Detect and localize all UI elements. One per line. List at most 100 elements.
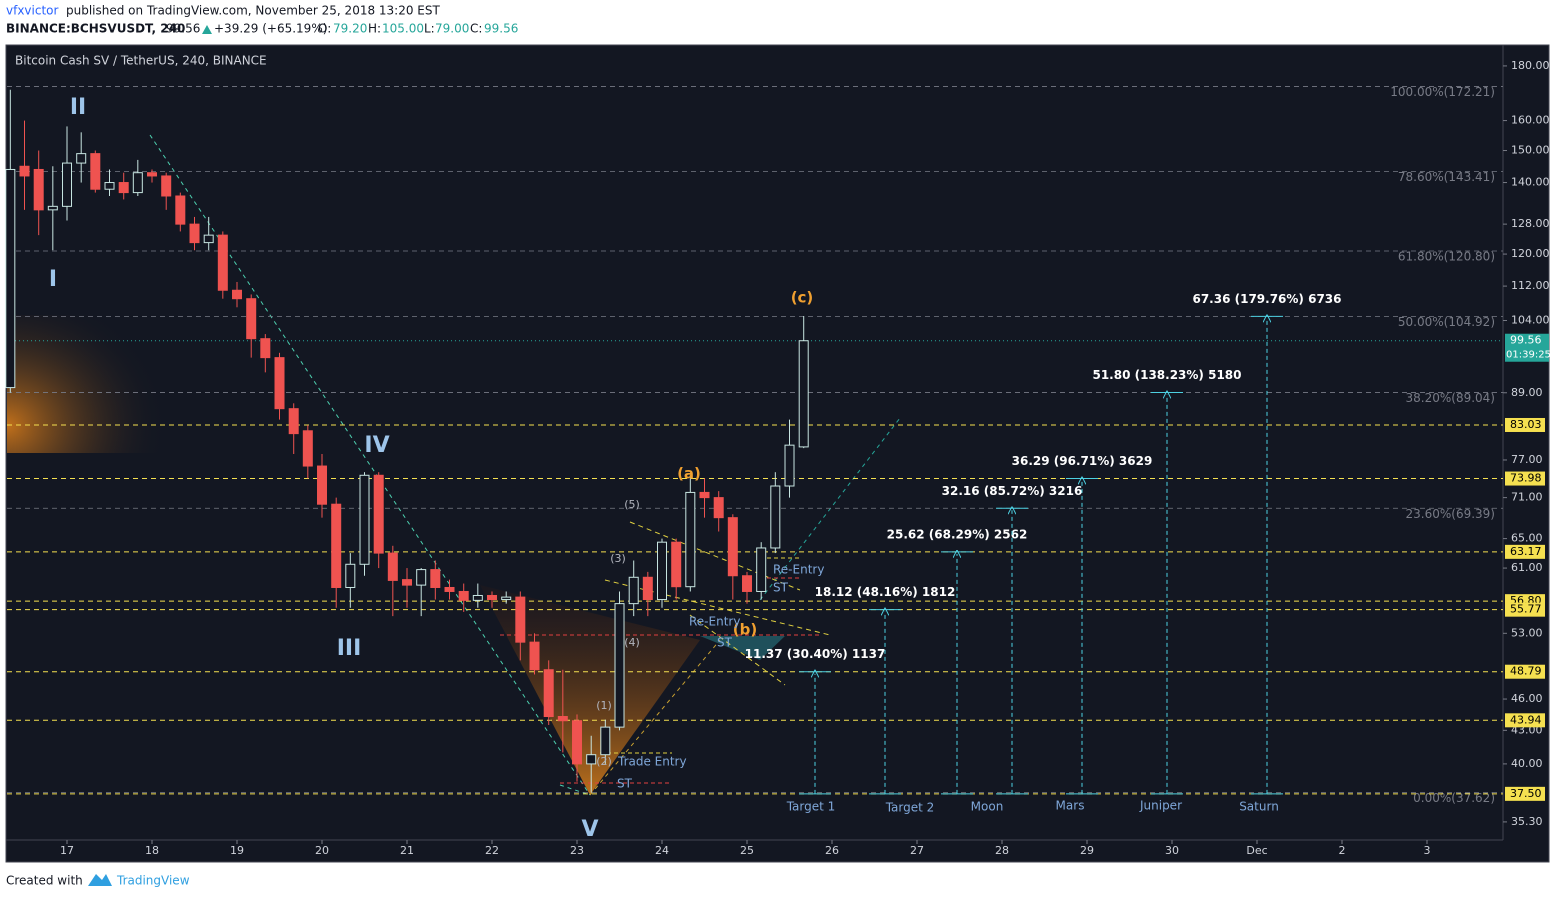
y-tick-label: 140.00: [1511, 176, 1550, 189]
wave-label: III: [337, 636, 362, 661]
candle-body: [600, 726, 611, 756]
candle-body: [19, 165, 30, 177]
subwave-label: (5): [624, 498, 640, 511]
y-tick-label: 65.00: [1511, 532, 1543, 545]
logo: [88, 874, 112, 886]
x-tick-label: 2: [1339, 844, 1346, 857]
candle-body: [359, 474, 370, 565]
y-tick-label: 53.00: [1511, 626, 1543, 639]
subwave-label: (3): [610, 552, 626, 565]
high: 105.00: [382, 22, 424, 36]
candle-body: [430, 569, 441, 588]
note: Trade Entry: [617, 755, 687, 769]
level-label: 73.98: [1510, 472, 1542, 485]
candle-body: [274, 357, 285, 410]
target-name: Moon: [971, 800, 1004, 814]
x-tick-label: 28: [995, 844, 1009, 857]
channel-line: [629, 521, 801, 591]
open-label: O:: [318, 22, 331, 36]
y-tick-label: 120.00: [1511, 247, 1550, 260]
candle-body: [713, 497, 724, 519]
candles-layer: [5, 89, 809, 793]
level-label: 48.79: [1510, 665, 1542, 678]
candle-body: [572, 720, 583, 765]
x-tick-label: 22: [485, 844, 499, 857]
last-price-box: [1505, 333, 1549, 362]
x-tick-label: Dec: [1246, 844, 1267, 857]
candle-body: [416, 569, 427, 586]
candle-body: [642, 576, 653, 601]
footer-brand[interactable]: TradingView: [116, 874, 190, 888]
footer-bg: [0, 863, 1555, 899]
candle-body: [770, 485, 781, 549]
x-tick-label: 20: [315, 844, 329, 857]
wave-label: V: [581, 817, 598, 842]
target-label: 18.12 (48.16%) 1812: [815, 585, 956, 599]
level-box: [1505, 664, 1545, 679]
x-tick-label: 26: [825, 844, 839, 857]
trend-line: [559, 784, 591, 796]
candle-body: [685, 491, 696, 588]
y-tick-label: 89.00: [1511, 386, 1543, 399]
candle-body: [5, 168, 16, 389]
level-box: [1505, 417, 1545, 432]
fib-label: 50.00%(104.92): [1398, 315, 1495, 329]
fib-label: 100.00%(172.21): [1390, 85, 1495, 99]
candle-body: [387, 552, 398, 581]
target-label: 32.16 (85.72%) 3216: [942, 484, 1083, 498]
candle-body: [756, 547, 767, 592]
target-name: Saturn: [1239, 800, 1279, 814]
channel-line: [604, 579, 831, 636]
y-tick-label: 180.00: [1511, 59, 1550, 72]
candle-body: [260, 338, 271, 359]
target-label: 67.36 (179.76%) 6736: [1192, 292, 1341, 306]
candle-body: [90, 153, 101, 190]
candle-body: [232, 289, 243, 300]
candle-body: [246, 298, 257, 340]
author[interactable]: vfxvictor: [6, 4, 59, 18]
target-name: Target 2: [885, 801, 935, 815]
candle-body: [104, 182, 115, 190]
x-tick-label: 21: [400, 844, 414, 857]
candle-body: [317, 465, 328, 505]
low: 79.00: [435, 22, 469, 36]
wave-label: (a): [677, 465, 701, 483]
candle-body: [62, 162, 73, 207]
x-tick-label: 3: [1424, 844, 1431, 857]
candle-body: [458, 590, 469, 601]
target-label: 36.29 (96.71%) 3629: [1012, 454, 1153, 468]
level-box: [1505, 713, 1545, 728]
published: published on TradingView.com, November 2…: [66, 4, 441, 18]
wave-label: (c): [791, 289, 814, 307]
candle-body: [699, 491, 710, 499]
change: +39.29 (+65.19%): [214, 22, 327, 36]
candle-body: [742, 575, 753, 592]
subwave-label: (4): [624, 636, 640, 649]
target-name: Target 1: [786, 800, 836, 814]
level-box: [1505, 471, 1545, 486]
candle-body: [47, 205, 58, 211]
candle-body: [501, 596, 512, 601]
level-label: 63.17: [1510, 545, 1542, 558]
wave-label: (b): [733, 621, 757, 639]
candle-body: [614, 603, 625, 728]
candle-body: [175, 195, 186, 225]
y-tick-label: 104.00: [1511, 313, 1550, 326]
candle-body: [132, 172, 143, 194]
note: Re-Entry: [689, 615, 740, 629]
subwave-label: (2): [596, 755, 612, 768]
fib-label: 61.80%(120.80): [1398, 249, 1495, 263]
x-tick-label: 18: [145, 844, 159, 857]
level-label: 55.77: [1510, 603, 1542, 616]
footer-text: Created with: [6, 874, 83, 888]
x-tick-label: 29: [1080, 844, 1094, 857]
level-box: [1505, 544, 1545, 559]
candle-body: [118, 182, 129, 194]
wave-label: II: [70, 95, 86, 120]
y-tick-label: 128.00: [1511, 217, 1550, 230]
last: 99.56: [166, 22, 200, 36]
x-tick-label: 27: [910, 844, 924, 857]
target-name: Juniper: [1139, 799, 1182, 813]
fib-label: 23.60%(69.39): [1406, 507, 1495, 521]
